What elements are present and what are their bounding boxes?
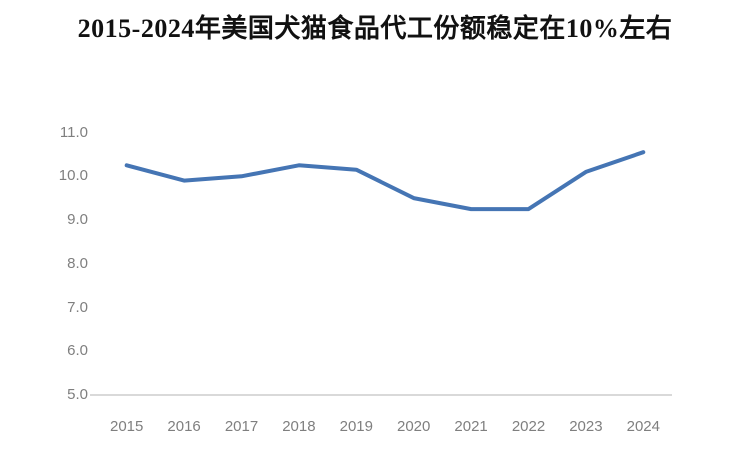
x-tick-label: 2017	[224, 418, 259, 435]
x-tick-label: 2016	[167, 418, 201, 435]
y-tick-label: 6.0	[67, 342, 88, 360]
x-tick-label: 2020	[397, 418, 431, 435]
x-tick-label: 2018	[282, 418, 316, 435]
chart-title: 2015-2024年美国犬猫食品代工份额稳定在10%左右	[77, 14, 673, 43]
series-line	[124, 150, 646, 212]
x-tick-label: 2015	[110, 418, 144, 435]
y-tick-label: 7.0	[67, 298, 88, 316]
x-tick-label: 2022	[511, 418, 546, 435]
x-tick-label: 2024	[626, 418, 660, 435]
x-tick-label: 2023	[569, 418, 603, 435]
y-tick-label: 11.0	[59, 123, 88, 141]
x-axis-line	[90, 394, 672, 396]
y-tick-label: 10.0	[58, 167, 88, 185]
y-tick-label: 9.0	[67, 211, 88, 228]
x-tick-label: 2019	[339, 418, 373, 435]
x-tick-label: 2021	[454, 418, 488, 435]
y-tick-label: 8.0	[67, 254, 88, 272]
y-tick-label: 5.0	[67, 386, 88, 403]
